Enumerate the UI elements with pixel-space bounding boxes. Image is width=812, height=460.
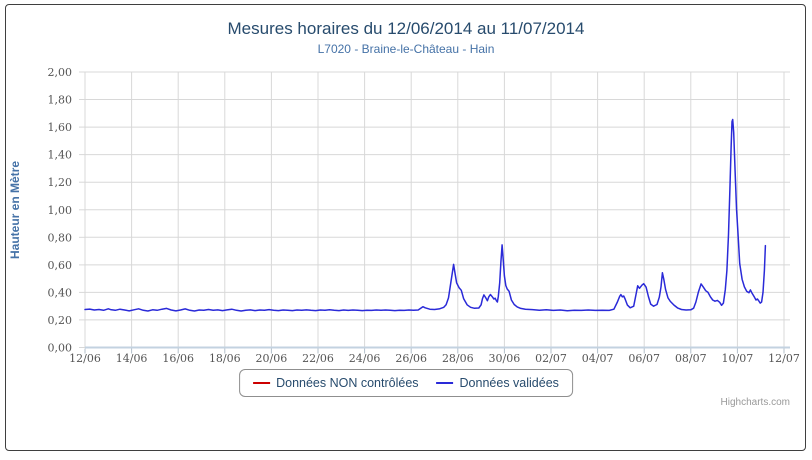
legend-item-non-controlees[interactable]: Données NON contrôlées	[253, 376, 419, 390]
x-tick-label: 10/07	[722, 352, 754, 365]
legend-item-validees[interactable]: Données validées	[436, 376, 559, 390]
chart-subtitle: L7020 - Braine-le-Château - Hain	[317, 42, 495, 56]
x-tick-label: 26/06	[395, 352, 427, 365]
x-tick-label: 16/06	[162, 352, 194, 365]
x-tick-label: 20/06	[256, 352, 288, 365]
x-tick-label: 06/07	[628, 352, 660, 365]
y-tick-label: 0,60	[48, 259, 73, 272]
legend-label-validees: Données validées	[459, 376, 559, 390]
y-tick-label: 1,80	[48, 94, 73, 107]
chart-title: Mesures horaires du 12/06/2014 au 11/07/…	[227, 19, 585, 38]
y-tick-label: 0,80	[48, 231, 73, 244]
x-tick-label: 04/07	[582, 352, 614, 365]
y-tick-label: 0,40	[48, 286, 73, 299]
x-tick-label: 02/07	[535, 352, 567, 365]
x-tick-label: 12/07	[768, 352, 800, 365]
y-tick-label: 1,60	[48, 121, 73, 134]
legend: Données NON contrôlées Données validées	[239, 369, 573, 397]
y-tick-label: 2,00	[48, 66, 73, 79]
red-line-marker-icon	[253, 382, 271, 384]
y-tick-label: 1,00	[48, 204, 73, 217]
x-tick-label: 12/06	[69, 352, 101, 365]
legend-label-non-controlees: Données NON contrôlées	[276, 376, 419, 390]
x-tick-label: 24/06	[349, 352, 381, 365]
y-tick-label: 0,20	[48, 314, 73, 327]
x-tick-label: 14/06	[116, 352, 148, 365]
blue-line-marker-icon	[436, 382, 454, 384]
x-tick-label: 30/06	[489, 352, 521, 365]
y-tick-label: 1,40	[48, 149, 73, 162]
highcharts-credits-link[interactable]: Highcharts.com	[720, 397, 790, 408]
x-tick-label: 18/06	[209, 352, 241, 365]
x-tick-label: 08/07	[675, 352, 707, 365]
x-tick-label: 28/06	[442, 352, 474, 365]
y-tick-label: 0,00	[48, 342, 73, 355]
series-line-validees	[84, 118, 767, 312]
x-tick-label: 22/06	[302, 352, 334, 365]
y-tick-label: 1,20	[48, 176, 73, 189]
